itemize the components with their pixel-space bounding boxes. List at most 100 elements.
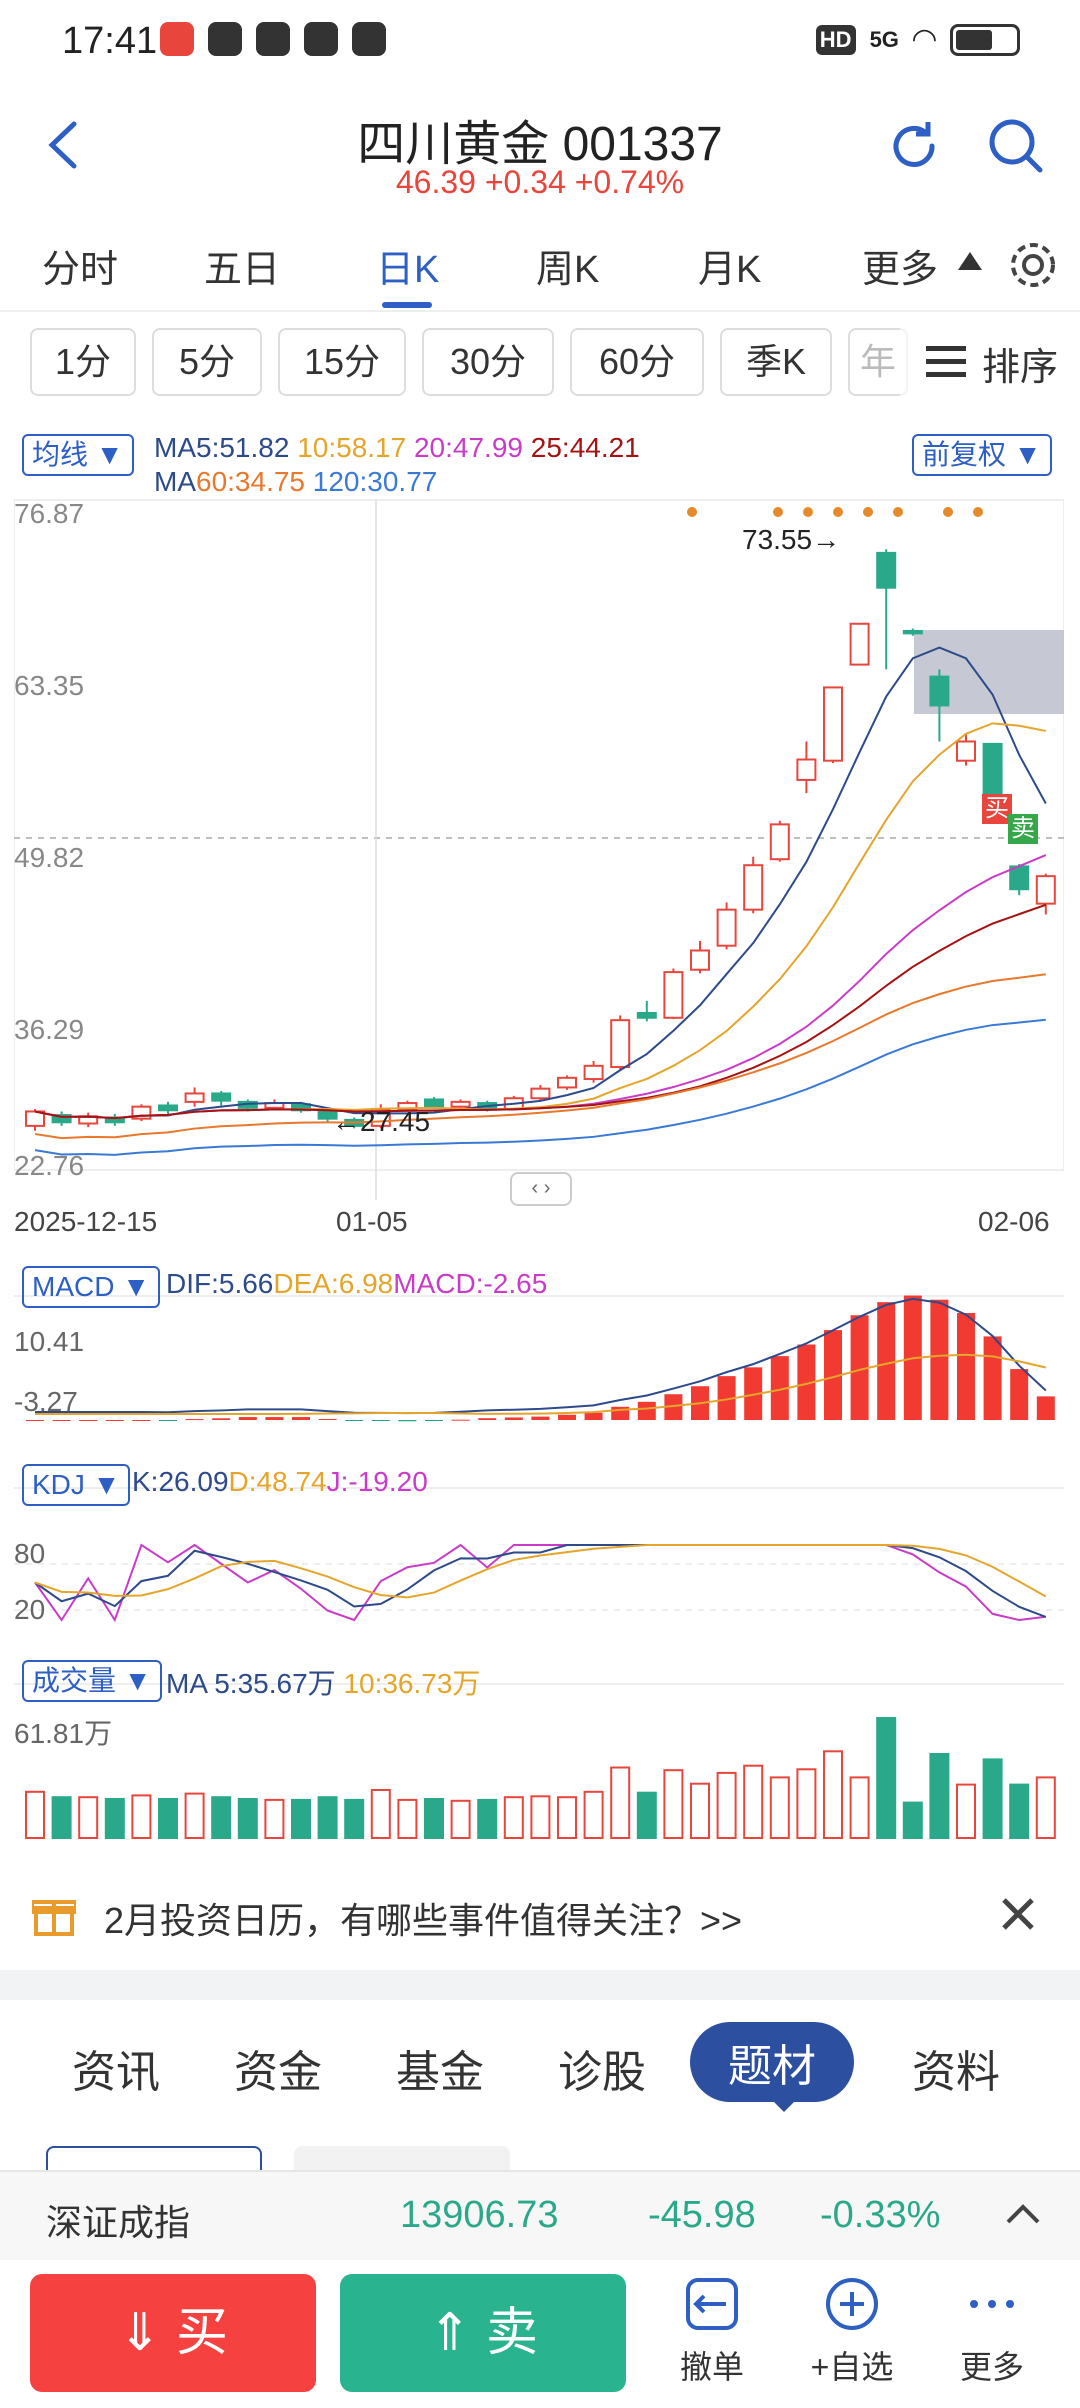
cancel-order-button[interactable]: 撤单 <box>652 2274 772 2388</box>
volume-bar <box>796 1768 817 1840</box>
macd-bar <box>504 1417 523 1420</box>
candle-body <box>211 1092 232 1102</box>
tab-five-day[interactable]: 五日 <box>204 249 281 291</box>
gift-icon <box>30 1892 78 1941</box>
drag-handle[interactable]: ‹ › <box>510 1172 572 1206</box>
volume-bar <box>982 1758 1003 1840</box>
volume-bar <box>716 1771 737 1840</box>
volume-bar <box>583 1790 604 1840</box>
interval-60min[interactable]: 60分 <box>570 328 704 396</box>
kdj-selector-label: KDJ <box>32 1469 85 1500</box>
volume-selector[interactable]: 成交量 ▼ <box>22 1660 162 1702</box>
interval-15min[interactable]: 15分 <box>278 328 406 396</box>
d-line <box>34 1544 1047 1599</box>
macd-bar <box>292 1417 310 1420</box>
adjust-selector[interactable]: 前复权 ▼ <box>912 434 1052 476</box>
tab-funds-flow[interactable]: 资金 <box>234 2048 322 2097</box>
ma60-line <box>34 973 1046 1140</box>
tab-daily-k[interactable]: 日K <box>376 249 440 291</box>
index-ticker[interactable]: 深证成指 13906.73 -45.98 -0.33% <box>0 2170 1080 2260</box>
ma-prefix: MA <box>154 466 196 497</box>
interval-30min[interactable]: 30分 <box>422 328 554 396</box>
adjust-label: 前复权 <box>922 439 1007 470</box>
ma25-value: 25:44.21 <box>530 432 640 463</box>
candle-body <box>663 971 684 1019</box>
tab-monthly-k[interactable]: 月K <box>698 249 762 291</box>
chevron-up-icon[interactable] <box>1006 2202 1040 2231</box>
sell-signal-tag: 卖 <box>1008 814 1038 844</box>
tab-profile[interactable]: 资料 <box>912 2048 1000 2097</box>
back-icon[interactable] <box>44 120 84 170</box>
add-watchlist-button[interactable]: +自选 <box>792 2274 912 2388</box>
signal-dot <box>833 507 843 517</box>
buy-button[interactable]: ⇓ 买 <box>30 2274 316 2392</box>
refresh-icon[interactable] <box>884 116 944 181</box>
header: 四川黄金 001337 46.39 +0.34 +0.74% <box>0 86 1080 210</box>
ma120-value: 120:30.77 <box>312 466 438 497</box>
interval-year-k[interactable]: 年 <box>848 328 908 396</box>
subtab-inactive[interactable] <box>294 2146 510 2170</box>
cancel-order-label: 撤单 <box>679 2349 744 2385</box>
y-label-bottom: 22.76 <box>14 1150 85 1181</box>
ma-selector[interactable]: 均线 ▼ <box>22 434 134 476</box>
macd-bar <box>451 1419 470 1421</box>
candle-body <box>1035 875 1056 905</box>
subtab-active[interactable] <box>46 2146 262 2170</box>
macd-bar <box>1010 1369 1029 1420</box>
sort-menu-icon[interactable] <box>926 344 966 385</box>
candle-body <box>610 1019 631 1069</box>
ma10-line <box>34 722 1046 1120</box>
hd-icon: HD <box>815 24 856 55</box>
candle-body <box>530 1087 551 1100</box>
sell-button[interactable]: ⇑ 卖 <box>340 2274 626 2392</box>
volume-bar <box>237 1798 258 1839</box>
notification-icons <box>160 22 386 56</box>
tab-more[interactable]: 更多 <box>862 249 939 291</box>
close-icon[interactable] <box>1000 1896 1036 1937</box>
ma20-value: 20:47.99 <box>413 432 523 463</box>
settings-icon[interactable] <box>1006 238 1060 297</box>
macd-bar <box>212 1418 231 1420</box>
tab-intraday[interactable]: 分时 <box>42 249 119 291</box>
ma5-line <box>34 646 1047 1120</box>
volume-bar <box>51 1796 72 1839</box>
index-value: 13906.73 <box>400 2194 559 2236</box>
tab-news[interactable]: 资讯 <box>72 2048 160 2097</box>
interval-1min[interactable]: 1分 <box>30 328 136 396</box>
candle-body <box>158 1104 178 1112</box>
candle-body <box>956 740 976 762</box>
macd-selector[interactable]: MACD ▼ <box>22 1266 160 1308</box>
signal-dot <box>803 507 813 517</box>
more-button[interactable]: 更多 <box>932 2274 1052 2388</box>
kdj-selector[interactable]: KDJ ▼ <box>22 1464 131 1506</box>
ma120-line <box>34 1018 1046 1156</box>
macd-bar <box>930 1299 949 1420</box>
y-label-2: 63.35 <box>14 670 85 701</box>
kline-chart[interactable]: 均线 ▼ MA5:51.82 10:58.17 20:47.99 25:44.2… <box>14 420 1064 1840</box>
volume-bar <box>530 1795 551 1840</box>
macd-bar <box>983 1336 1002 1420</box>
tab-theme[interactable]: 题材 <box>690 2022 854 2102</box>
buy-signal-tag: 买 <box>982 794 1012 824</box>
volume-bar <box>690 1782 710 1839</box>
macd-bar <box>79 1420 98 1421</box>
interval-5min[interactable]: 5分 <box>152 328 262 396</box>
y-label-3: 49.82 <box>14 842 85 873</box>
sort-button[interactable]: 排序 <box>982 347 1059 389</box>
volume-bar <box>823 1750 843 1840</box>
dea-line <box>35 1353 1047 1415</box>
interval-quarter-k[interactable]: 季K <box>720 328 832 396</box>
macd-bar <box>105 1420 124 1421</box>
signal-dot <box>943 507 953 517</box>
macd-bar <box>797 1344 816 1420</box>
event-banner[interactable]: 2月投资日历，有哪些事件值得关注？>> <box>0 1860 1080 1970</box>
volume-bar <box>264 1798 285 1840</box>
tab-diagnosis[interactable]: 诊股 <box>558 2048 646 2097</box>
wifi-icon: ◠ <box>912 23 936 56</box>
tab-weekly-k[interactable]: 周K <box>536 249 600 291</box>
tab-fund[interactable]: 基金 <box>396 2048 484 2097</box>
search-icon[interactable] <box>986 116 1046 181</box>
candle-body <box>716 908 737 947</box>
macd-bar <box>664 1394 683 1420</box>
candle-body <box>450 1100 471 1108</box>
